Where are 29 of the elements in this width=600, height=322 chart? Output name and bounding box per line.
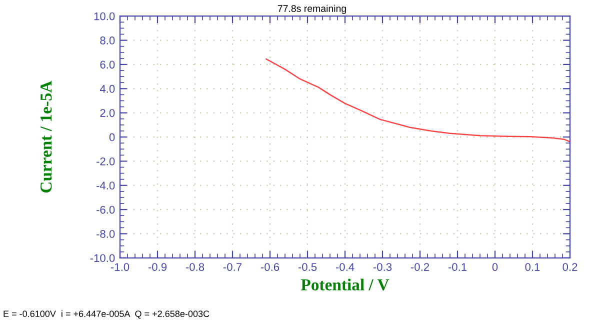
x-tick-label: -0.9 [148,263,167,271]
y-tick-label: 6.0 [100,60,115,69]
x-tick-label: 0 [492,263,498,271]
y-tick-label: -4.0 [96,182,115,190]
y-tick-label: -8.0 [96,230,115,238]
x-tick-label: 0.2 [562,263,578,271]
x-tick-label: -0.7 [223,263,242,271]
line-series [266,58,570,142]
text: 77.8s remaining [278,4,346,14]
x-tick-label: -0.4 [336,263,354,271]
y-tick-label: 4.0 [100,84,115,93]
x-tick-label: -0.5 [298,263,317,271]
y-tick-label: -2.0 [96,157,115,166]
y-tick-label: 8.0 [100,36,115,44]
y-tick-label: 10.0 [94,12,115,20]
x-tick-label: -0.2 [410,263,430,271]
x-tick-label: -0.8 [186,263,204,271]
x-tick-label: -0.3 [373,263,392,271]
y-axis-title: Current / 1e-5A [40,80,52,193]
x-tick-label: -0.1 [448,263,467,271]
text: E = -0.6100V i = +6.447e-005A Q = +2.658e-003C [4,310,210,319]
y-tick-label: -10.0 [90,254,115,262]
y-tick-label: 0 [109,133,115,142]
x-tick-label: -0.6 [260,263,280,271]
y-tick-label: 2.0 [100,109,115,117]
y-tick-label: -6.0 [96,206,115,214]
x-tick-label: 0.1 [525,263,540,271]
x-axis-title: Potential / V [300,278,390,291]
x-tick-label: -1.0 [110,263,130,271]
